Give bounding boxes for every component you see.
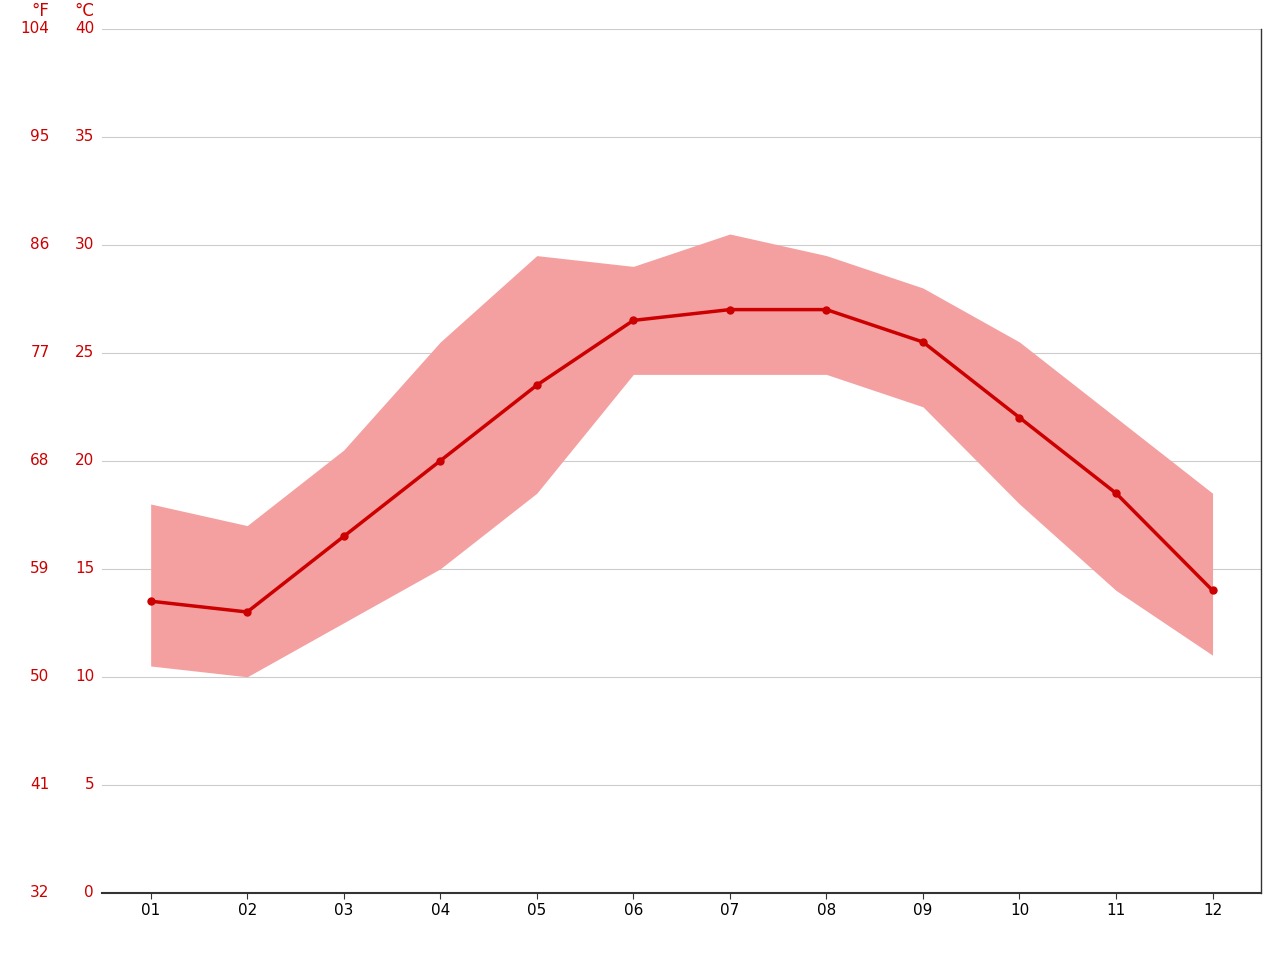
Text: °C: °C <box>74 3 93 20</box>
Text: 59: 59 <box>31 562 50 576</box>
Text: 50: 50 <box>31 669 50 684</box>
Text: 104: 104 <box>20 21 50 36</box>
Text: 86: 86 <box>31 237 50 252</box>
Text: 77: 77 <box>31 346 50 360</box>
Text: 15: 15 <box>74 562 93 576</box>
Text: 32: 32 <box>31 885 50 900</box>
Text: 68: 68 <box>31 453 50 468</box>
Text: 95: 95 <box>31 130 50 144</box>
Text: 25: 25 <box>74 346 93 360</box>
Text: 20: 20 <box>74 453 93 468</box>
Text: 5: 5 <box>84 778 93 792</box>
Text: 40: 40 <box>74 21 93 36</box>
Text: °F: °F <box>32 3 50 20</box>
Text: 41: 41 <box>31 778 50 792</box>
Text: 0: 0 <box>84 885 93 900</box>
Text: 30: 30 <box>74 237 93 252</box>
Text: 10: 10 <box>74 669 93 684</box>
Text: 35: 35 <box>74 130 93 144</box>
